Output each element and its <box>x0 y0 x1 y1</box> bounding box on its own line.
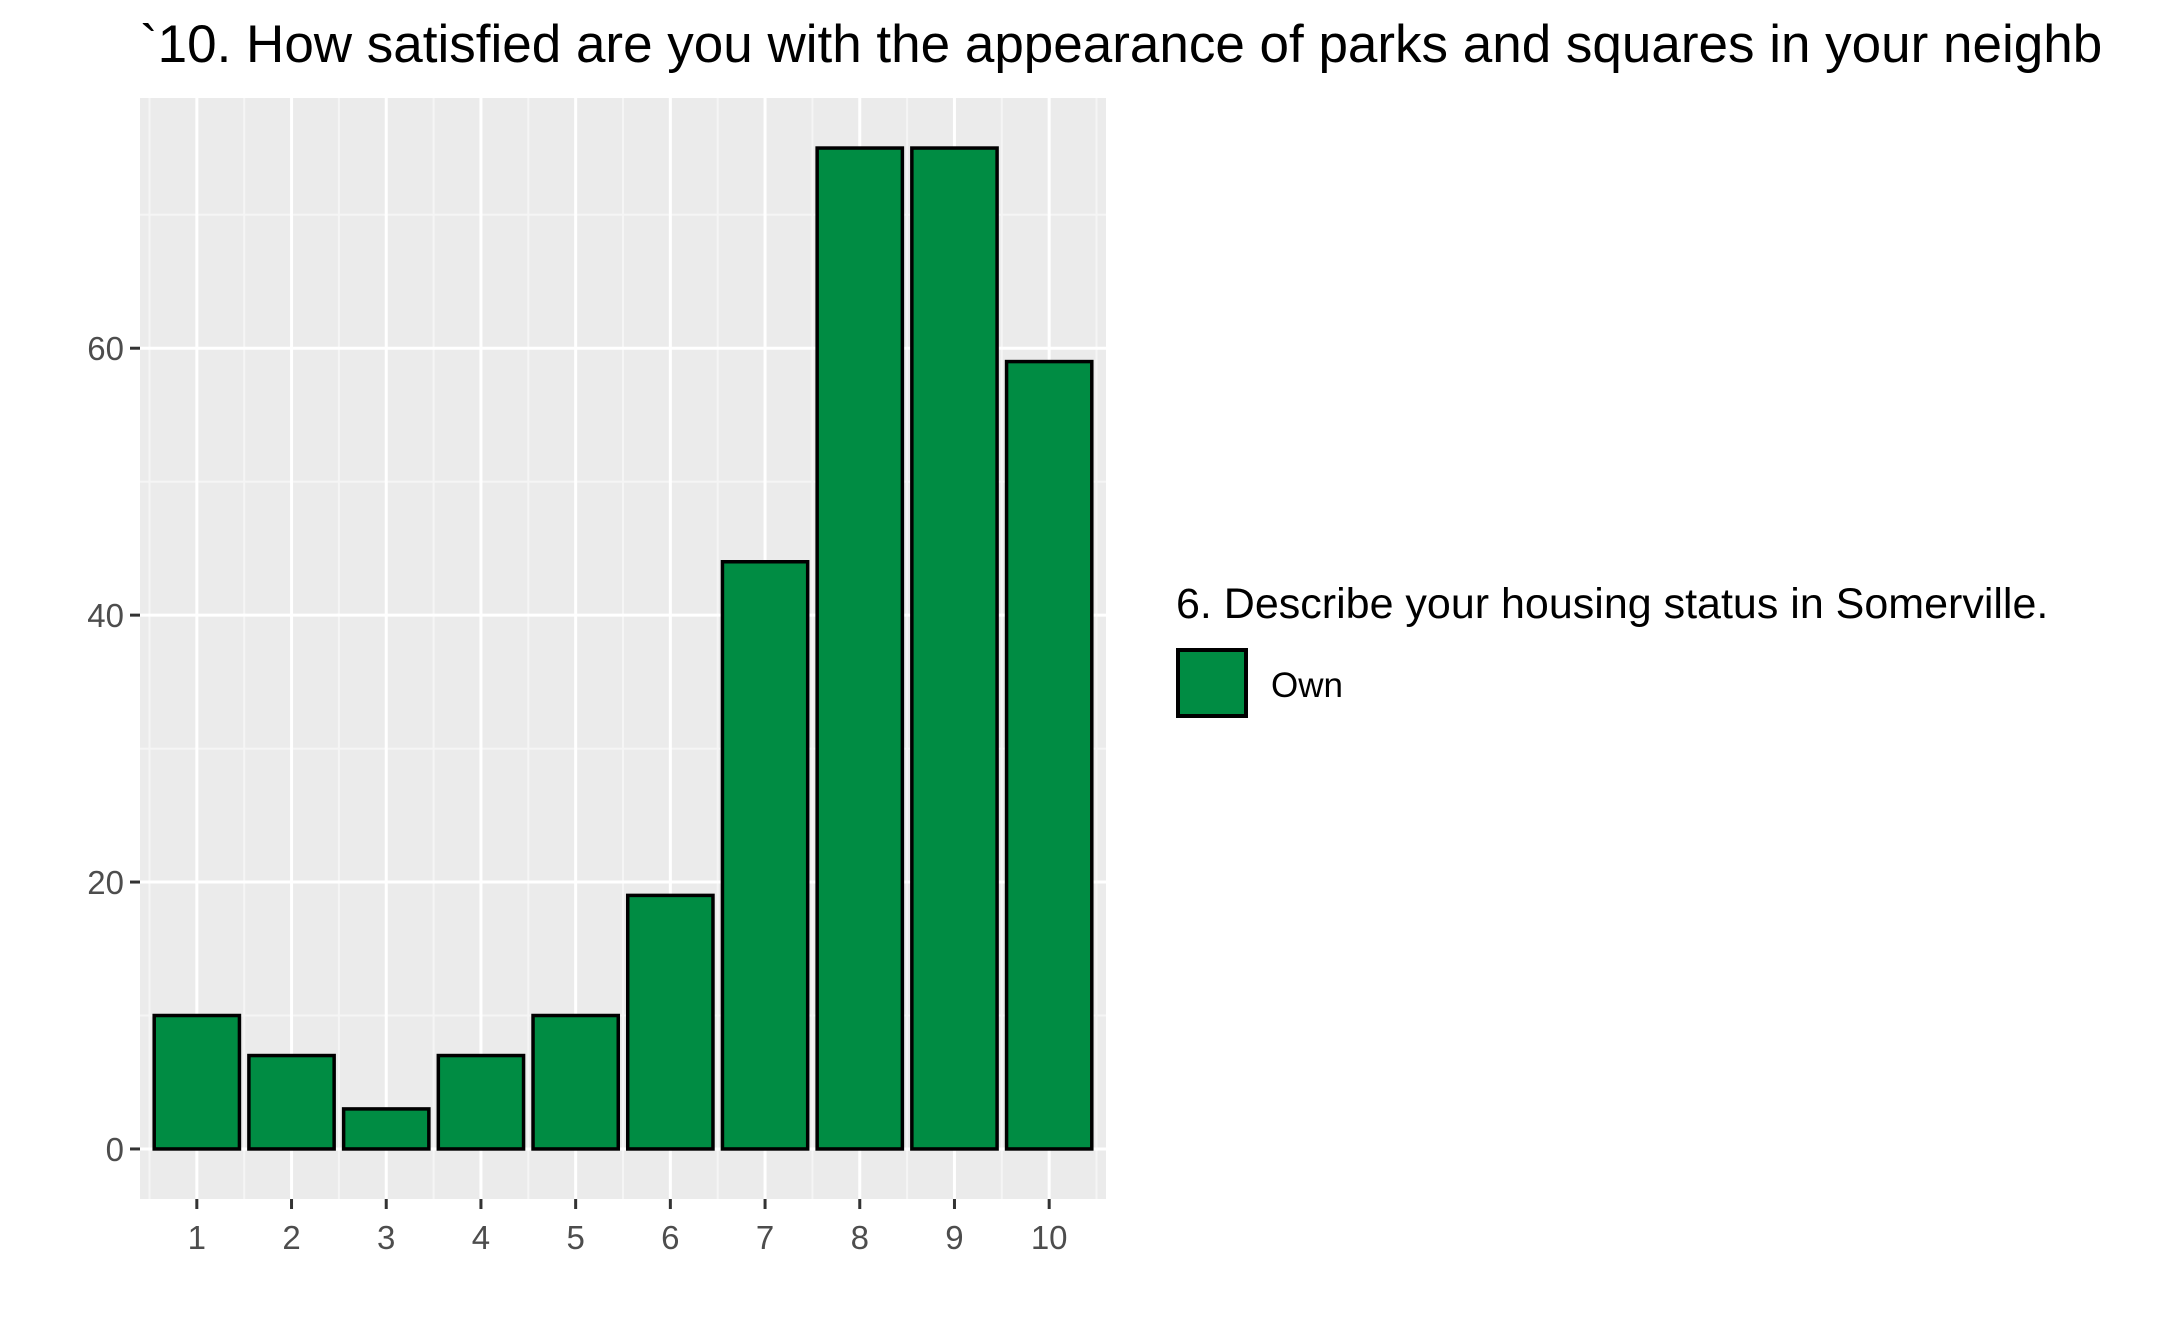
legend-key-own <box>1176 648 1248 718</box>
legend-title: 6. Describe your housing status in Somer… <box>1176 580 2048 628</box>
legend-label-own: Own <box>1271 666 1343 705</box>
x-tick-label: 1 <box>188 1219 206 1256</box>
x-tick-label: 9 <box>945 1219 963 1256</box>
bar-7 <box>720 560 810 1151</box>
chart-title: `10. How satisfied are you with the appe… <box>140 15 2103 74</box>
bar-6 <box>625 893 715 1151</box>
bar-8 <box>815 146 905 1151</box>
y-tick-label: 20 <box>87 864 124 901</box>
x-tick-label: 3 <box>377 1219 395 1256</box>
y-tick-label: 0 <box>106 1131 124 1168</box>
bar-3 <box>341 1107 431 1151</box>
x-tick-label: 6 <box>661 1219 679 1256</box>
x-tick-label: 7 <box>756 1219 774 1256</box>
minor-gridlines <box>140 98 1106 1199</box>
y-tick-label: 40 <box>87 597 124 634</box>
y-axis: 0 20 40 60 <box>87 330 140 1168</box>
bar-9 <box>910 146 999 1151</box>
legend: 6. Describe your housing status in Somer… <box>1176 580 2048 718</box>
bar-1 <box>152 1013 242 1151</box>
x-tick-label: 2 <box>282 1219 300 1256</box>
bar-2 <box>247 1053 336 1151</box>
x-tick-label: 5 <box>566 1219 584 1256</box>
bar-5 <box>531 1013 621 1151</box>
y-tick-label: 60 <box>87 330 124 367</box>
bar-4 <box>436 1053 526 1151</box>
x-tick-label: 4 <box>472 1219 490 1256</box>
bars <box>152 146 1094 1151</box>
x-axis: 1 2 3 4 5 6 7 8 9 10 <box>188 1199 1068 1256</box>
x-tick-label: 8 <box>851 1219 869 1256</box>
bar-10 <box>1004 359 1094 1151</box>
x-tick-label: 10 <box>1031 1219 1068 1256</box>
